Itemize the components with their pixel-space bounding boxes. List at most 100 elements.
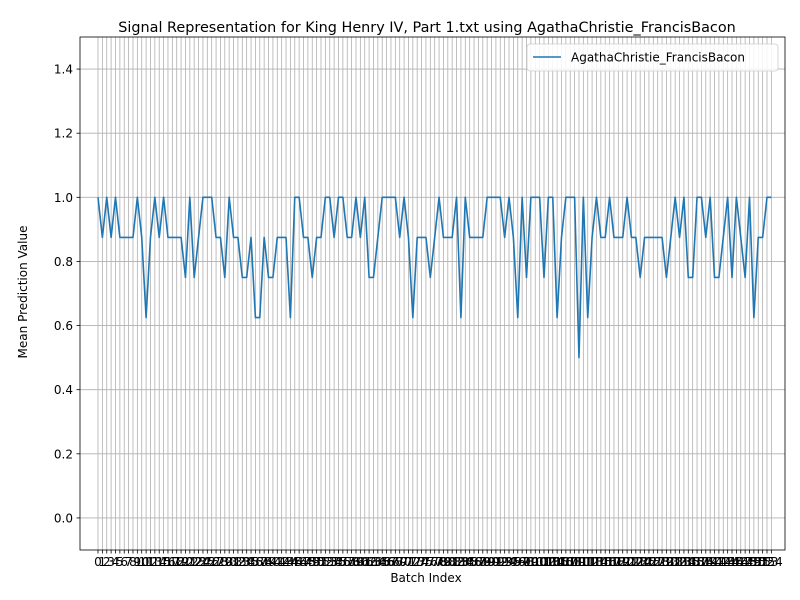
y-axis-label: Mean Prediction Value — [16, 226, 30, 359]
series-layer — [97, 196, 772, 359]
x-tick-label: 88 — [475, 555, 490, 569]
x-tick-label: 136 — [681, 555, 704, 569]
x-tick-label: 29 — [217, 555, 232, 569]
x-tick-label: 27 — [208, 555, 223, 569]
x-tick-label: 114 — [585, 555, 608, 569]
x-tick-label: 108 — [559, 555, 582, 569]
x-tick-label: 103 — [537, 555, 560, 569]
x-tick-label: 152 — [751, 555, 774, 569]
x-tick-label: 102 — [533, 555, 556, 569]
x-tick-label: 67 — [383, 555, 398, 569]
y-tick-label: 0.2 — [54, 447, 73, 461]
x-tick-label: 100 — [524, 555, 547, 569]
x-tick-label: 92 — [493, 555, 508, 569]
x-tick-label: 125 — [633, 555, 656, 569]
x-tick-label: 123 — [624, 555, 647, 569]
x-tick-label: 145 — [721, 555, 744, 569]
x-axis-ticks: 0123456789101112131415161718192021222324… — [94, 550, 783, 569]
x-tick-label: 111 — [572, 555, 595, 569]
x-tick-label: 48 — [300, 555, 315, 569]
x-tick-label: 63 — [366, 555, 381, 569]
x-tick-label: 6 — [120, 555, 128, 569]
x-tick-label: 44 — [283, 555, 298, 569]
x-tick-label: 52 — [318, 555, 333, 569]
x-tick-label: 56 — [335, 555, 350, 569]
plot-frame — [79, 36, 786, 551]
x-tick-label: 65 — [375, 555, 390, 569]
x-tick-label: 50 — [309, 555, 324, 569]
x-tick-label: 151 — [747, 555, 770, 569]
x-tick-label: 60 — [353, 555, 368, 569]
x-tick-label: 98 — [519, 555, 534, 569]
x-tick-label: 79 — [436, 555, 451, 569]
x-tick-label: 64 — [370, 555, 385, 569]
x-tick-label: 2 — [103, 555, 111, 569]
x-tick-label: 131 — [659, 555, 682, 569]
x-tick-label: 97 — [514, 555, 529, 569]
x-tick-label: 42 — [274, 555, 289, 569]
x-tick-label: 137 — [686, 555, 709, 569]
x-tick-label: 43 — [278, 555, 293, 569]
x-tick-label: 109 — [563, 555, 586, 569]
x-tick-label: 94 — [501, 555, 516, 569]
x-tick-label: 5 — [116, 555, 124, 569]
x-tick-label: 34 — [239, 555, 254, 569]
x-tick-label: 7 — [125, 555, 133, 569]
y-tick-label: 0.4 — [54, 383, 73, 397]
x-tick-label: 8 — [129, 555, 137, 569]
y-tick-label: 1.2 — [54, 127, 73, 141]
x-tick-label: 132 — [664, 555, 687, 569]
x-tick-label: 23 — [191, 555, 206, 569]
x-tick-label: 90 — [484, 555, 499, 569]
x-tick-label: 112 — [576, 555, 599, 569]
x-tick-label: 129 — [651, 555, 674, 569]
x-tick-label: 69 — [392, 555, 407, 569]
x-tick-label: 153 — [756, 555, 779, 569]
x-tick-label: 38 — [257, 555, 272, 569]
x-tick-label: 142 — [707, 555, 730, 569]
x-tick-label: 17 — [165, 555, 180, 569]
x-tick-label: 58 — [344, 555, 359, 569]
legend: AgathaChristie_FrancisBacon — [526, 43, 779, 72]
x-tick-label: 86 — [466, 555, 481, 569]
x-tick-label: 46 — [291, 555, 306, 569]
x-tick-label: 72 — [405, 555, 420, 569]
x-tick-label: 33 — [235, 555, 250, 569]
x-tick-label: 99 — [523, 555, 538, 569]
x-tick-label: 26 — [204, 555, 219, 569]
y-gridlines — [80, 68, 785, 519]
x-tick-label: 71 — [401, 555, 416, 569]
x-tick-label: 130 — [655, 555, 678, 569]
x-tick-label: 16 — [160, 555, 175, 569]
y-tick-label: 0.6 — [54, 319, 73, 333]
y-tick-label: 1.4 — [54, 63, 73, 77]
x-tick-label: 66 — [379, 555, 394, 569]
y-tick-label: 0.8 — [54, 255, 73, 269]
x-tick-label: 84 — [458, 555, 473, 569]
x-tick-label: 150 — [742, 555, 765, 569]
x-tick-label: 117 — [598, 555, 621, 569]
x-tick-label: 12 — [143, 555, 158, 569]
x-tick-label: 95 — [506, 555, 521, 569]
x-tick-label: 30 — [222, 555, 237, 569]
x-tick-label: 21 — [182, 555, 197, 569]
x-tick-label: 1 — [99, 555, 107, 569]
x-tick-label: 47 — [296, 555, 311, 569]
x-tick-label: 41 — [270, 555, 285, 569]
x-tick-label: 138 — [690, 555, 713, 569]
x-tick-label: 82 — [449, 555, 464, 569]
x-tick-label: 76 — [423, 555, 438, 569]
y-tick-label: 1.0 — [54, 191, 73, 205]
x-tick-label: 9 — [134, 555, 142, 569]
x-tick-label: 49 — [305, 555, 320, 569]
chart-title: Signal Representation for King Henry IV,… — [118, 20, 736, 36]
x-tick-label: 62 — [361, 555, 376, 569]
x-tick-label: 126 — [637, 555, 660, 569]
y-tick-label: 0.0 — [54, 511, 73, 525]
x-tick-label: 101 — [528, 555, 551, 569]
x-tick-label: 141 — [703, 555, 726, 569]
series-line — [97, 196, 772, 359]
x-tick-label: 110 — [568, 555, 591, 569]
x-tick-label: 89 — [480, 555, 495, 569]
y-axis-ticks: 0.0 0.2 0.4 0.6 0.8 1.0 1.2 1.4 — [54, 63, 80, 525]
